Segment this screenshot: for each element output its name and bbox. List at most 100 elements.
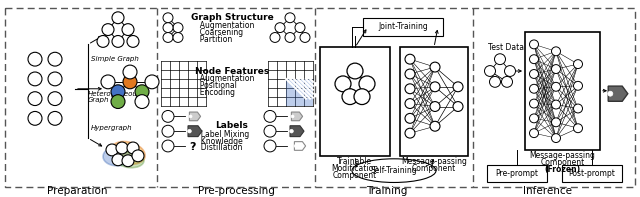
Text: Joint-Training: Joint-Training [378,22,428,31]
Circle shape [529,114,538,123]
Circle shape [430,102,440,112]
Circle shape [354,89,370,105]
Text: Augmentation: Augmentation [195,74,254,83]
Circle shape [552,100,561,109]
Circle shape [106,144,118,156]
Circle shape [132,150,144,162]
Text: Modification: Modification [332,164,379,173]
Ellipse shape [111,141,145,164]
Circle shape [127,35,139,47]
Circle shape [405,113,415,123]
Circle shape [162,140,174,152]
Circle shape [28,52,42,66]
Circle shape [163,33,173,42]
Bar [487,165,547,182]
Circle shape [573,124,582,133]
Circle shape [48,112,62,125]
Circle shape [162,111,174,122]
Circle shape [264,140,276,152]
Polygon shape [294,142,306,150]
Text: Self-Training: Self-Training [371,166,417,175]
Polygon shape [608,86,628,101]
Ellipse shape [352,159,436,182]
Text: Knowledge: Knowledge [196,137,243,146]
Circle shape [97,35,109,47]
Circle shape [285,13,295,23]
Bar [400,47,468,156]
Circle shape [189,115,192,118]
Circle shape [552,47,561,56]
Circle shape [28,72,42,86]
Circle shape [291,115,294,118]
Circle shape [28,112,42,125]
Text: ?: ? [189,142,195,152]
Bar [562,165,622,182]
Circle shape [529,99,538,108]
Text: Pre-prompt: Pre-prompt [495,169,538,178]
Circle shape [405,128,415,138]
Circle shape [484,66,495,76]
Circle shape [430,62,440,72]
Text: Partition: Partition [195,35,232,44]
Circle shape [135,95,149,109]
Circle shape [48,52,62,66]
Text: Coarsening: Coarsening [195,28,243,37]
Circle shape [573,60,582,69]
Circle shape [48,72,62,86]
Circle shape [275,23,285,33]
Circle shape [112,35,124,47]
Circle shape [116,142,128,154]
Circle shape [285,33,295,42]
Text: Component: Component [333,171,377,180]
Polygon shape [291,112,303,121]
Ellipse shape [103,146,133,166]
Circle shape [453,102,463,112]
Circle shape [529,84,538,93]
Circle shape [430,121,440,131]
Circle shape [173,23,183,33]
Text: Positional: Positional [195,81,237,90]
Circle shape [405,99,415,109]
Circle shape [102,24,114,35]
Text: Labels: Labels [216,121,248,130]
Bar [525,32,600,150]
Circle shape [173,33,183,42]
Circle shape [552,65,561,73]
Circle shape [359,76,375,92]
Circle shape [335,76,351,92]
Text: Augmentation: Augmentation [195,21,254,30]
Circle shape [101,75,115,89]
Text: Hypergraph: Hypergraph [91,125,132,131]
Circle shape [163,23,173,33]
Text: Test Data: Test Data [488,43,524,52]
Text: Heterogeneous: Heterogeneous [88,91,141,97]
Text: Trainable: Trainable [337,157,372,166]
Circle shape [552,134,561,142]
Text: Graph: Graph [88,97,109,103]
Bar [320,47,390,156]
Text: Graph Structure: Graph Structure [191,13,273,22]
Circle shape [163,13,173,23]
Text: Post-prompt: Post-prompt [568,169,616,178]
Text: Simple Graph: Simple Graph [91,56,139,62]
Circle shape [453,82,463,92]
Circle shape [430,82,440,92]
Circle shape [270,33,280,42]
Text: Encoding: Encoding [195,88,235,97]
Text: Inference: Inference [523,186,572,196]
Circle shape [264,125,276,137]
Circle shape [300,33,310,42]
Circle shape [123,65,137,79]
Circle shape [111,85,125,99]
Circle shape [490,76,500,87]
Circle shape [529,55,538,64]
Circle shape [405,84,415,94]
Text: Distillation: Distillation [196,143,243,152]
Circle shape [123,75,137,89]
Circle shape [504,66,515,76]
Circle shape [529,40,538,49]
Circle shape [122,155,134,167]
Polygon shape [188,126,202,137]
Circle shape [573,81,582,90]
Circle shape [135,85,149,99]
